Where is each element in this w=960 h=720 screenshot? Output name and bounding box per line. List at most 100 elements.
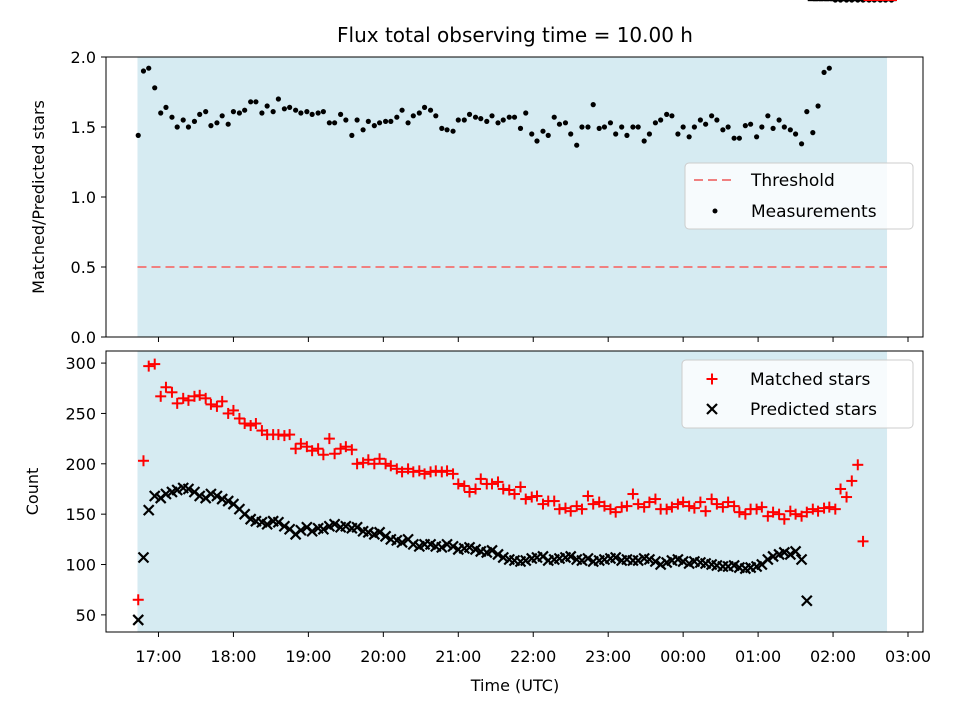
measurement-points — [135, 0, 895, 148]
predicted-star-point — [278, 520, 291, 533]
matched-star-point — [526, 491, 538, 503]
matched-star-point — [160, 381, 172, 393]
legend-predicted-swatch — [706, 403, 718, 415]
measurement-point — [405, 120, 411, 126]
matched-star-point — [553, 503, 565, 515]
measurement-point — [376, 120, 383, 126]
matched-star-point — [419, 468, 431, 480]
measurement-point — [343, 117, 349, 123]
matched-star-point — [739, 508, 751, 520]
measurement-point — [540, 128, 546, 134]
matched-star-point — [470, 483, 482, 495]
measurement-point — [146, 65, 152, 71]
matched-star-point — [576, 503, 588, 515]
measurement-point — [523, 110, 529, 116]
ratio-panel: 0.00.51.01.52.0 Matched/Predicted stars … — [29, 0, 924, 347]
predicted-star-point — [137, 551, 150, 564]
measurement-point — [478, 116, 484, 122]
measurement-point — [208, 123, 214, 129]
measurement-point — [720, 127, 726, 133]
matched-star-point — [683, 500, 695, 512]
x-tick-label: 22:00 — [510, 647, 556, 666]
measurement-point — [360, 127, 366, 133]
predicted-stars-points — [132, 0, 897, 626]
measurement-point — [180, 117, 186, 123]
measurement-point — [529, 131, 535, 137]
measurement-point — [219, 113, 225, 119]
matched-star-point — [323, 433, 335, 445]
measurement-point — [416, 110, 422, 116]
matched-star-point — [790, 508, 802, 520]
matched-star-point — [464, 486, 476, 498]
matched-star-point — [306, 445, 318, 457]
matched-star-point — [823, 501, 835, 513]
matched-star-point — [717, 501, 729, 513]
count-panel: 50 100 150 200 250 300 17:00 18:00 19:00 20:00 21… — [23, 0, 931, 666]
measurement-point — [697, 117, 703, 123]
matched-star-point — [492, 476, 504, 488]
ratio-y-tick-label: 0.5 — [71, 258, 96, 277]
count-panel-frame — [105, 350, 924, 633]
x-tick-label: 03:00 — [885, 647, 931, 666]
matched-star-point — [362, 454, 374, 466]
count-y-tick-label: 50 — [76, 606, 96, 625]
matched-star-point — [672, 498, 684, 510]
measurement-point — [466, 111, 473, 117]
measurement-point — [332, 120, 338, 126]
measurement-point — [174, 124, 180, 130]
measurement-point — [675, 131, 681, 137]
predicted-star-point — [295, 524, 307, 537]
measurement-point — [394, 114, 400, 120]
x-axis-label: Time (UTC) — [470, 676, 559, 695]
measurement-point — [652, 120, 659, 126]
matched-star-point — [632, 498, 644, 510]
matched-star-point — [284, 429, 296, 441]
measurement-point — [607, 120, 614, 126]
matched-star-point — [340, 441, 352, 453]
count-y-tick-label: 200 — [65, 455, 96, 474]
matched-star-point — [801, 506, 813, 518]
measurement-point — [556, 121, 563, 127]
predicted-star-point — [379, 530, 392, 543]
matched-star-point — [565, 505, 577, 517]
measurement-point — [545, 132, 551, 138]
matched-star-point — [374, 453, 386, 465]
matched-stars-points — [132, 0, 898, 606]
matched-star-point — [155, 390, 167, 402]
x-tick-label: 18:00 — [210, 647, 256, 666]
measurement-point — [248, 99, 254, 105]
matched-star-point — [430, 465, 442, 477]
matched-star-point — [767, 506, 779, 518]
measurement-point — [770, 125, 776, 131]
measurement-point — [579, 124, 585, 130]
ratio-y-axis-label: Matched/Predicted stars — [29, 100, 48, 294]
matched-star-point — [171, 397, 183, 409]
measurement-point — [320, 109, 326, 115]
measurement-point — [765, 113, 771, 119]
predicted-star-point — [211, 490, 223, 502]
measurement-point — [365, 118, 371, 124]
measurement-point — [275, 96, 281, 102]
predicted-star-point — [649, 555, 662, 568]
measurement-point — [736, 135, 742, 141]
measurement-point — [298, 110, 304, 116]
measurement-point — [574, 142, 580, 148]
measurement-point — [754, 134, 760, 140]
matched-star-point — [661, 503, 673, 515]
matched-star-point — [807, 503, 819, 515]
measurement-point — [354, 117, 360, 123]
measurement-point — [517, 125, 524, 131]
measurement-point — [551, 114, 557, 120]
matched-star-point — [239, 418, 251, 430]
measurement-point — [388, 118, 394, 124]
measurement-point — [506, 114, 512, 120]
x-tick-label: 01:00 — [735, 647, 781, 666]
measurement-point — [787, 127, 793, 133]
measurement-point — [815, 103, 821, 109]
measurement-point — [759, 124, 765, 130]
matched-star-point — [778, 513, 790, 525]
matched-star-point — [278, 430, 290, 442]
predicted-star-point — [261, 518, 273, 531]
legend-matched-swatch — [706, 373, 718, 385]
